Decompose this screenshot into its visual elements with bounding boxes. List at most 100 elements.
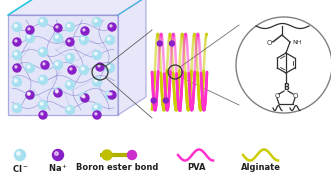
Circle shape [40, 19, 43, 22]
Circle shape [14, 52, 17, 55]
Circle shape [13, 38, 21, 46]
Circle shape [81, 37, 84, 40]
Circle shape [55, 35, 58, 38]
Circle shape [92, 18, 102, 26]
Circle shape [14, 24, 17, 27]
Circle shape [13, 50, 22, 60]
Circle shape [15, 40, 17, 42]
Circle shape [70, 68, 72, 70]
Polygon shape [118, 0, 146, 115]
Text: NH: NH [292, 40, 302, 46]
Circle shape [98, 65, 100, 67]
Circle shape [106, 36, 115, 44]
Circle shape [54, 24, 62, 32]
Text: O: O [292, 93, 298, 99]
Text: O: O [274, 93, 280, 99]
Circle shape [28, 28, 30, 30]
Circle shape [92, 77, 102, 87]
Circle shape [41, 113, 43, 115]
Circle shape [13, 77, 22, 87]
Circle shape [66, 53, 74, 63]
Circle shape [83, 29, 85, 31]
Circle shape [15, 66, 17, 68]
Text: B: B [283, 84, 289, 92]
Circle shape [169, 41, 174, 46]
Circle shape [13, 104, 22, 112]
Circle shape [68, 40, 70, 42]
Circle shape [67, 82, 70, 85]
Circle shape [54, 33, 63, 43]
Circle shape [67, 55, 70, 58]
Circle shape [56, 26, 58, 28]
Circle shape [25, 64, 34, 73]
Circle shape [26, 26, 34, 34]
Circle shape [27, 65, 30, 68]
Circle shape [40, 77, 43, 80]
Circle shape [38, 75, 48, 84]
Circle shape [164, 98, 168, 103]
Circle shape [68, 66, 76, 74]
Circle shape [96, 63, 104, 71]
Circle shape [28, 93, 30, 95]
Circle shape [39, 111, 47, 119]
Circle shape [81, 67, 84, 70]
Circle shape [79, 92, 88, 101]
Text: Na$^+$: Na$^+$ [48, 162, 68, 174]
Circle shape [110, 93, 112, 95]
Circle shape [157, 41, 162, 46]
Circle shape [93, 111, 101, 119]
Circle shape [56, 91, 58, 93]
Circle shape [38, 18, 48, 26]
Circle shape [54, 88, 63, 97]
Circle shape [106, 64, 115, 73]
Text: O: O [266, 40, 272, 46]
Circle shape [66, 22, 74, 32]
Circle shape [83, 96, 85, 98]
Circle shape [108, 91, 116, 99]
Circle shape [81, 94, 84, 97]
Circle shape [108, 23, 116, 31]
Circle shape [127, 150, 136, 160]
Circle shape [79, 36, 88, 44]
Circle shape [106, 91, 115, 99]
Circle shape [110, 25, 112, 27]
Circle shape [43, 63, 45, 65]
Circle shape [38, 47, 48, 57]
Circle shape [66, 81, 74, 90]
Circle shape [26, 91, 34, 99]
Circle shape [15, 149, 25, 160]
Circle shape [66, 38, 74, 46]
Circle shape [79, 66, 88, 74]
Circle shape [66, 105, 74, 115]
Circle shape [38, 101, 48, 109]
Circle shape [67, 107, 70, 110]
Circle shape [94, 79, 97, 82]
Text: PVA: PVA [187, 163, 205, 173]
Circle shape [107, 92, 110, 95]
Circle shape [55, 62, 58, 65]
Circle shape [41, 61, 49, 69]
Circle shape [81, 94, 89, 102]
Polygon shape [8, 15, 118, 115]
Circle shape [25, 33, 34, 43]
Circle shape [151, 98, 156, 103]
Circle shape [92, 104, 102, 112]
Circle shape [14, 79, 17, 82]
Circle shape [14, 105, 17, 108]
Circle shape [13, 22, 22, 32]
Circle shape [17, 152, 20, 155]
Circle shape [53, 149, 64, 160]
Circle shape [27, 92, 30, 95]
Polygon shape [8, 0, 146, 15]
Circle shape [236, 17, 331, 113]
Circle shape [55, 89, 58, 92]
Circle shape [107, 37, 110, 40]
Circle shape [40, 49, 43, 52]
Text: Alginate: Alginate [241, 163, 281, 173]
Circle shape [55, 152, 58, 155]
Circle shape [13, 64, 21, 72]
Circle shape [54, 89, 62, 97]
Circle shape [102, 150, 112, 160]
Circle shape [94, 19, 97, 22]
Circle shape [95, 113, 97, 115]
